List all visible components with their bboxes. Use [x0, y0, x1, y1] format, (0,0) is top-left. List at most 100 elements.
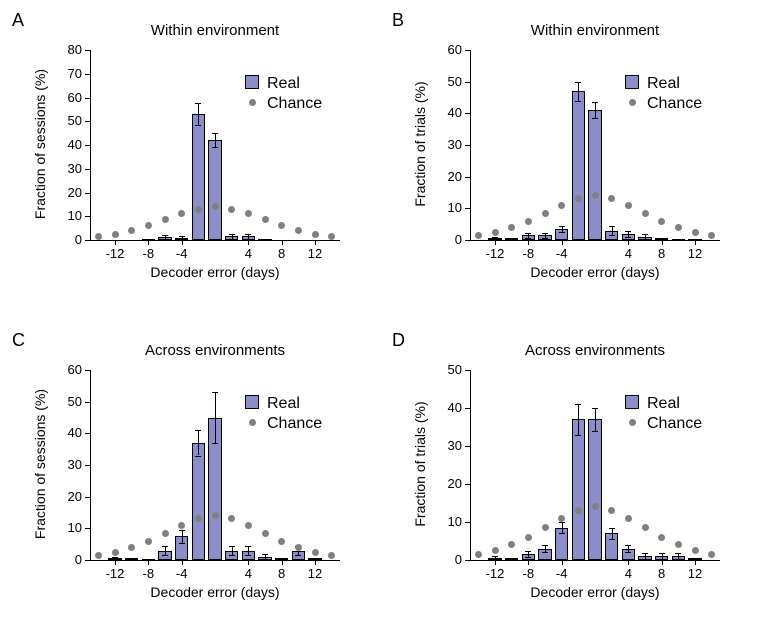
- legend-label-chance-A: Chance: [267, 95, 322, 113]
- errorbar-cap-B: [625, 231, 631, 232]
- x-tick-C: [282, 560, 283, 565]
- bar-B-5: [572, 91, 585, 240]
- chance-dot-B-1: [492, 229, 499, 236]
- y-tick-label-D: 20: [448, 476, 462, 491]
- chance-dot-B-8: [608, 195, 615, 202]
- chance-dot-A-5: [178, 210, 185, 217]
- y-tick-A: [85, 98, 90, 99]
- y-tick-label-B: 0: [455, 232, 462, 247]
- panel-title-C: Across environments: [90, 342, 340, 359]
- y-tick-C: [85, 528, 90, 529]
- errorbar-cap-C: [212, 392, 218, 393]
- x-tick-label-A: -4: [167, 246, 197, 261]
- errorbar-cap-A: [245, 239, 251, 240]
- y-tick-label-B: 10: [448, 200, 462, 215]
- chance-dot-A-3: [145, 222, 152, 229]
- y-tick-D: [465, 408, 470, 409]
- chance-dot-C-11: [278, 538, 285, 545]
- y-tick-A: [85, 169, 90, 170]
- chance-dot-D-13: [692, 547, 699, 554]
- y-tick-B: [465, 145, 470, 146]
- x-tick-C: [315, 560, 316, 565]
- legend-label-real-A: Real: [267, 75, 300, 93]
- chance-dot-A-7: [212, 203, 219, 210]
- chance-dot-D-3: [525, 534, 532, 541]
- y-tick-label-A: 50: [68, 113, 82, 128]
- x-tick-label-B: 12: [680, 246, 710, 261]
- errorbar-cap-B: [492, 240, 498, 241]
- errorbar-B-7: [612, 226, 613, 236]
- bar-C-12: [308, 558, 321, 560]
- errorbar-cap-C: [162, 546, 168, 547]
- chance-dot-C-12: [295, 544, 302, 551]
- y-axis-label-A: Fraction of sessions (%): [32, 64, 48, 224]
- errorbar-cap-D: [675, 559, 681, 560]
- x-tick-D: [528, 560, 529, 565]
- chance-dot-D-8: [608, 507, 615, 514]
- y-tick-label-D: 10: [448, 514, 462, 529]
- y-tick-C: [85, 402, 90, 403]
- bar-B-6: [588, 110, 601, 240]
- errorbar-cap-D: [575, 435, 581, 436]
- errorbar-A-6: [215, 133, 216, 147]
- y-tick-B: [465, 50, 470, 51]
- x-tick-label-A: 8: [267, 246, 297, 261]
- x-tick-label-A: 4: [233, 246, 263, 261]
- y-tick-label-A: 0: [75, 232, 82, 247]
- chance-dot-A-4: [162, 216, 169, 223]
- y-tick-D: [465, 560, 470, 561]
- y-tick-C: [85, 465, 90, 466]
- errorbar-cap-C: [295, 555, 301, 556]
- x-tick-D: [695, 560, 696, 565]
- chance-dot-D-5: [558, 515, 565, 522]
- x-tick-label-A: 12: [300, 246, 330, 261]
- errorbar-C-4: [182, 530, 183, 543]
- errorbar-cap-C: [245, 555, 251, 556]
- chance-dot-D-1: [492, 547, 499, 554]
- x-tick-D: [562, 560, 563, 565]
- legend-dot-chance-B: [629, 99, 636, 106]
- x-tick-B: [562, 240, 563, 245]
- y-tick-A: [85, 121, 90, 122]
- y-tick-label-A: 70: [68, 66, 82, 81]
- chance-dot-D-4: [542, 524, 549, 531]
- x-tick-label-D: -12: [480, 566, 510, 581]
- errorbar-cap-A: [212, 147, 218, 148]
- chance-dot-C-2: [128, 544, 135, 551]
- x-tick-D: [662, 560, 663, 565]
- errorbar-cap-B: [575, 101, 581, 102]
- bar-C-10: [275, 558, 288, 560]
- errorbar-cap-A: [212, 133, 218, 134]
- errorbar-cap-B: [542, 233, 548, 234]
- chance-dot-C-8: [228, 515, 235, 522]
- errorbar-cap-D: [492, 556, 498, 557]
- y-tick-label-A: 30: [68, 161, 82, 176]
- y-tick-label-B: 30: [448, 137, 462, 152]
- chance-dot-C-5: [178, 522, 185, 529]
- x-tick-label-A: -8: [133, 246, 163, 261]
- y-axis-D: [470, 370, 471, 560]
- chance-dot-D-9: [625, 515, 632, 522]
- errorbar-cap-A: [162, 235, 168, 236]
- panel-title-A: Within environment: [90, 22, 340, 39]
- y-tick-A: [85, 240, 90, 241]
- errorbar-D-7: [612, 528, 613, 539]
- y-tick-A: [85, 145, 90, 146]
- bar-B-11: [672, 239, 685, 241]
- legend-dot-chance-D: [629, 419, 636, 426]
- x-tick-label-C: -4: [167, 566, 197, 581]
- x-tick-A: [248, 240, 249, 245]
- errorbar-cap-A: [195, 103, 201, 104]
- errorbar-cap-D: [542, 545, 548, 546]
- bar-C-2: [142, 559, 155, 561]
- panel-letter-A: A: [12, 10, 24, 31]
- errorbar-cap-A: [162, 239, 168, 240]
- errorbar-cap-D: [525, 551, 531, 552]
- errorbar-cap-D: [559, 522, 565, 523]
- y-tick-label-D: 0: [455, 552, 462, 567]
- legend-label-chance-B: Chance: [647, 95, 702, 113]
- chance-dot-C-9: [245, 522, 252, 529]
- x-axis-label-A: Decoder error (days): [135, 264, 295, 280]
- x-tick-B: [662, 240, 663, 245]
- errorbar-cap-D: [492, 560, 498, 561]
